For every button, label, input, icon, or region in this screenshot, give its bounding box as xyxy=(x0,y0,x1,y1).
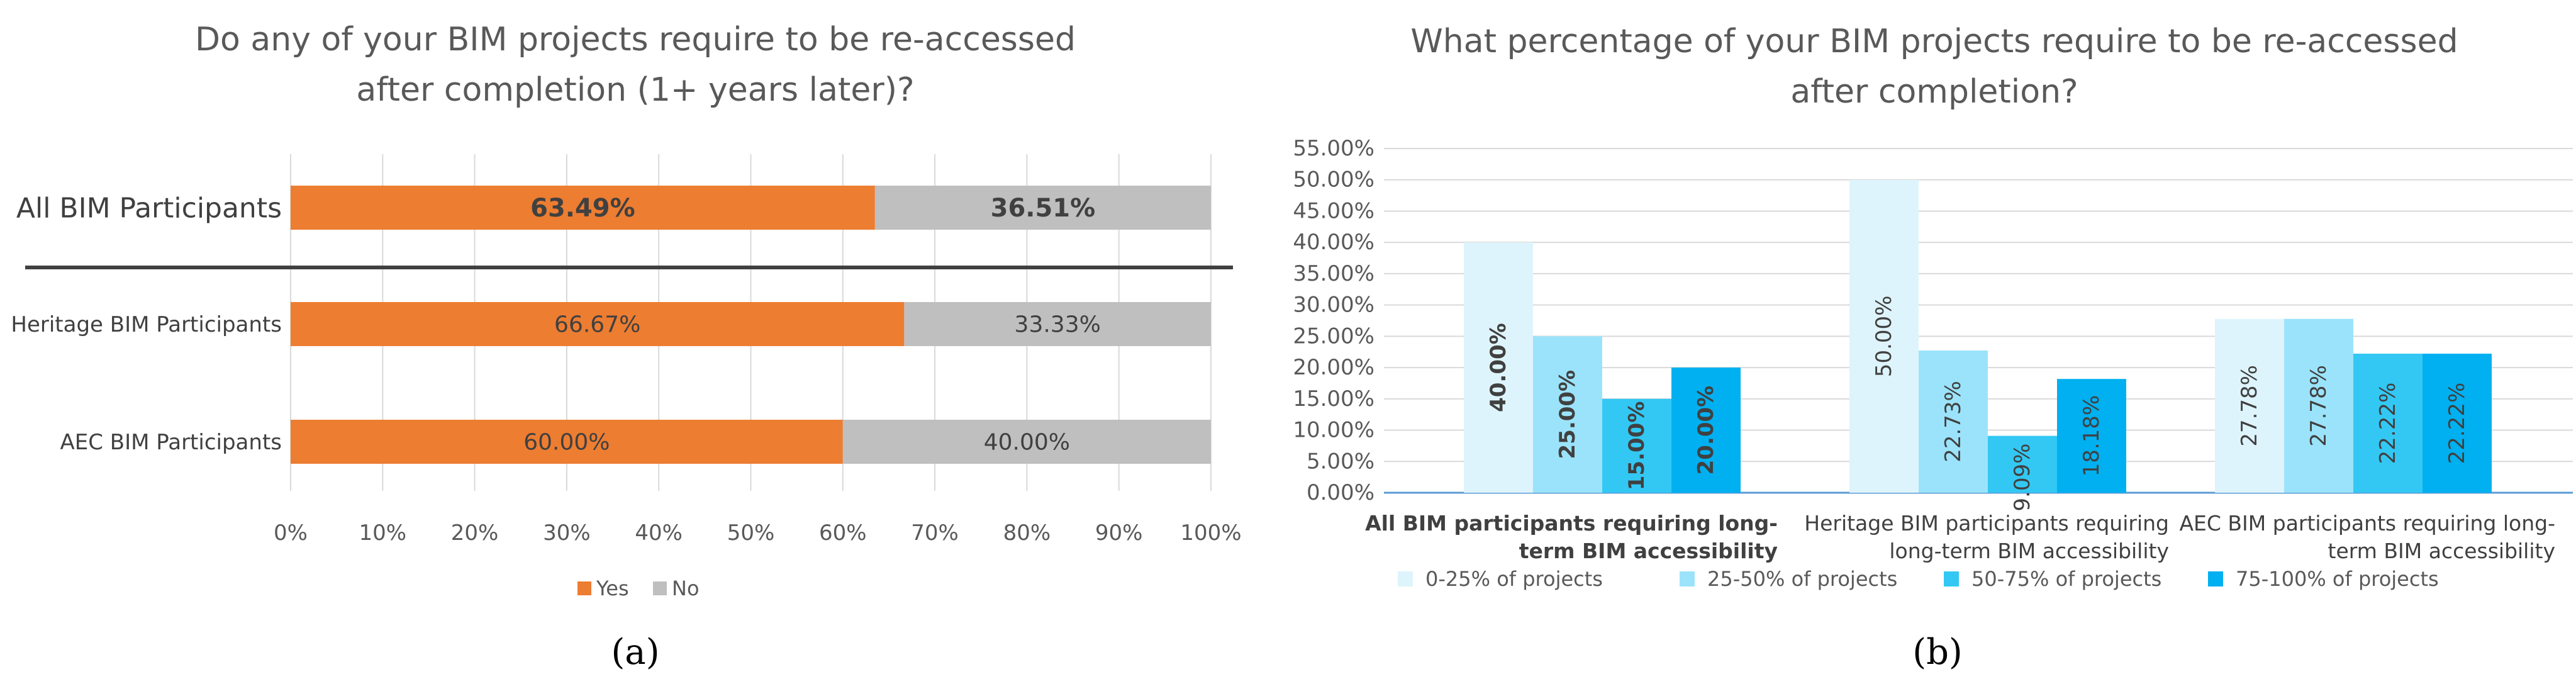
chart-b-bar xyxy=(2284,318,2353,493)
chart-b-data-label: 22.22% xyxy=(2445,383,2470,464)
chart-a-data-label: 60.00% xyxy=(523,430,610,456)
chart-b-data-labels: 40.00% 25.00% 15.00% 20.00% 50.00% 22.73% 9.09… xyxy=(1486,296,2470,512)
chart-b-category-labels: All BIM participants requiring long-term… xyxy=(1365,511,2555,563)
chart-b-y-tick-label: 30.00% xyxy=(1293,293,1374,318)
chart-b-data-label: 9.09% xyxy=(2010,444,2035,512)
chart-a-legend-label: No xyxy=(672,576,700,600)
chart-b-bar xyxy=(1533,336,1602,493)
chart-b-legend-swatch xyxy=(2208,571,2223,586)
chart-b-bar xyxy=(1464,242,1533,493)
chart-b-bar xyxy=(2353,354,2423,493)
chart-a-x-tick-labels: 0% 10% 20% 30% 40% 50% 60% 70% 80% 90% 100% xyxy=(274,520,1242,546)
chart-b-y-tick-label: 20.00% xyxy=(1293,355,1374,380)
chart-b-bar xyxy=(2423,354,2492,493)
chart-b-y-tick-label: 0.00% xyxy=(1307,480,1374,505)
chart-b-category-label: term BIM accessibility xyxy=(2328,539,2556,563)
chart-a-x-tick-label: 30% xyxy=(543,520,591,546)
chart-b-y-tick-label: 15.00% xyxy=(1293,386,1374,412)
chart-a-data-label: 33.33% xyxy=(1015,312,1101,338)
chart-a-bar-segment xyxy=(291,420,843,464)
chart-b-data-label: 27.78% xyxy=(2306,365,2331,447)
chart-a-data-label: 63.49% xyxy=(530,194,635,223)
chart-b-bar xyxy=(1849,179,1919,493)
chart-b-data-label: 40.00% xyxy=(1486,323,1511,412)
chart-a-x-tick-label: 20% xyxy=(451,520,499,546)
chart-b-y-tick-label: 25.00% xyxy=(1293,323,1374,349)
chart-b-legend-label: 0-25% of projects xyxy=(1425,567,1603,591)
chart-b-y-tick-label: 55.00% xyxy=(1293,136,1374,161)
chart-a-category-labels: All BIM Participants Heritage BIM Partici… xyxy=(11,192,282,455)
chart-b-data-label: 20.00% xyxy=(1693,386,1719,475)
chart-a-bar-segment xyxy=(291,186,875,230)
chart-a-legend: Yes No xyxy=(577,576,700,600)
chart-b-category-label: long-term BIM accessibility xyxy=(1889,539,2169,563)
chart-a-category-label: AEC BIM Participants xyxy=(60,430,282,455)
chart-b-category-label: Heritage BIM participants requiring xyxy=(1804,511,2169,536)
chart-b-legend-label: 50-75% of projects xyxy=(1971,567,2161,591)
chart-b-category-label: term BIM accessibility xyxy=(1519,539,1778,563)
chart-a-panel-label: (a) xyxy=(611,632,659,673)
chart-a-data-labels: 63.49% 36.51% 66.67% 33.33% 60.00% 40.00% xyxy=(523,194,1101,456)
chart-a-x-tick-label: 0% xyxy=(274,520,308,546)
chart-b-legend-swatch xyxy=(1680,571,1695,586)
chart-b-y-tick-label: 35.00% xyxy=(1293,261,1374,286)
chart-a-data-label: 36.51% xyxy=(991,194,1096,223)
chart-b-legend: 0-25% of projects 25-50% of projects 50-75… xyxy=(1398,567,2439,591)
chart-b-bar xyxy=(2215,318,2284,493)
chart-b-bars xyxy=(1464,179,2492,493)
chart-a-legend-swatch xyxy=(577,581,591,595)
chart-b-data-label: 50.00% xyxy=(1871,296,1897,378)
chart-b-data-label: 27.78% xyxy=(2237,365,2262,447)
chart-b-title-line-2: after completion? xyxy=(1790,73,2078,111)
chart-b-bar xyxy=(2057,379,2126,493)
chart-b-legend-label: 75-100% of projects xyxy=(2236,567,2439,591)
chart-b-bar xyxy=(1919,350,1988,493)
chart-b-y-tick-label: 50.00% xyxy=(1293,167,1374,193)
chart-a-title-line-2: after completion (1+ years later)? xyxy=(356,71,914,109)
chart-b-legend-label: 25-50% of projects xyxy=(1707,567,1897,591)
chart-a-x-tick-label: 80% xyxy=(1003,520,1051,546)
chart-a-x-tick-label: 50% xyxy=(727,520,775,546)
chart-b: What percentage of your BIM projects req… xyxy=(1293,23,2573,673)
chart-b-title-line-1: What percentage of your BIM projects req… xyxy=(1410,23,2458,60)
chart-a-x-tick-label: 10% xyxy=(359,520,407,546)
chart-a-bars xyxy=(291,186,1211,464)
chart-b-bar xyxy=(1988,435,2057,493)
chart-b-panel-label: (b) xyxy=(1912,632,1963,673)
chart-b-y-tick-label: 40.00% xyxy=(1293,230,1374,255)
chart-a-x-tick-label: 100% xyxy=(1180,520,1241,546)
chart-a: Do any of your BIM projects require to b… xyxy=(11,21,1241,673)
chart-b-data-label: 18.18% xyxy=(2079,395,2104,477)
chart-b-y-tick-labels: 0.00% 5.00% 10.00% 15.00% 20.00% 25.00% 30.00%… xyxy=(1293,136,1374,505)
chart-a-category-label: All BIM Participants xyxy=(16,192,282,224)
chart-a-bar-segment xyxy=(291,302,905,346)
chart-b-category-label: AEC BIM participants requiring long- xyxy=(2179,511,2555,536)
chart-a-x-tick-label: 90% xyxy=(1095,520,1143,546)
chart-b-bar xyxy=(1602,398,1671,493)
chart-a-bar-segment xyxy=(904,302,1211,346)
chart-a-data-label: 66.67% xyxy=(554,312,640,338)
chart-a-bar-segment xyxy=(874,186,1211,230)
chart-a-x-tick-label: 70% xyxy=(911,520,959,546)
chart-b-y-tick-label: 45.00% xyxy=(1293,198,1374,223)
chart-a-legend-swatch xyxy=(653,581,667,595)
chart-b-bar xyxy=(1671,368,1741,493)
chart-a-title-line-1: Do any of your BIM projects require to b… xyxy=(195,21,1076,59)
chart-a-bar-segment xyxy=(842,420,1211,464)
chart-b-data-label: 25.00% xyxy=(1555,370,1580,459)
chart-b-y-tick-label: 10.00% xyxy=(1293,418,1374,443)
chart-a-x-tick-label: 40% xyxy=(635,520,683,546)
chart-b-data-label: 22.73% xyxy=(1941,381,1966,463)
chart-b-data-label: 15.00% xyxy=(1624,401,1649,491)
chart-a-x-tick-label: 60% xyxy=(819,520,867,546)
chart-b-legend-swatch xyxy=(1398,571,1413,586)
chart-b-category-label: All BIM participants requiring long- xyxy=(1365,511,1778,536)
chart-b-data-label: 22.22% xyxy=(2375,383,2400,464)
chart-a-legend-label: Yes xyxy=(596,576,629,600)
chart-b-y-tick-label: 5.00% xyxy=(1307,449,1374,474)
chart-a-category-label: Heritage BIM Participants xyxy=(11,312,282,337)
chart-b-legend-swatch xyxy=(1944,571,1959,586)
chart-a-data-label: 40.00% xyxy=(984,430,1070,456)
